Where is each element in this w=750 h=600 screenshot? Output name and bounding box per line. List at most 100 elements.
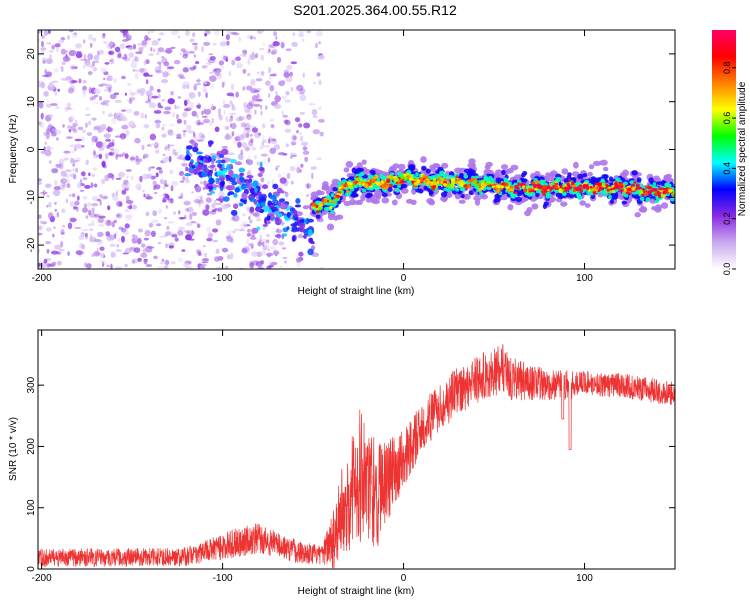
spectrogram-cell [545,172,551,178]
spectrogram-cell [611,189,615,194]
spectrogram-cell [301,38,305,43]
spectrogram-cell [225,115,229,123]
spectrogram-cell [113,78,117,83]
spectrogram-cell [224,265,229,269]
spectrogram-cell [201,261,209,264]
spectrogram-cell [113,112,118,120]
spectrogram-cell [271,178,274,186]
spectrogram-cell [332,201,336,204]
spectrogram-cell [615,177,621,183]
spectrogram-cell [53,186,61,191]
spectrogram-cell [163,61,170,67]
spectrogram-cell [164,259,170,266]
spectrogram-cell [269,84,275,92]
spectrogram-cell [318,119,325,123]
spectrogram-cell [250,182,257,186]
spectrogram-cell [196,151,204,155]
spectrogram-cell [208,53,214,56]
spectrogram-cell [215,266,223,269]
spectrogram-cell [161,258,165,262]
spectrogram-cell [177,226,185,231]
spectrogram-cell [260,54,264,61]
spectrogram-cell [67,35,70,40]
spectrogram-cell [599,159,608,166]
spectrogram-cell [282,233,288,237]
spectrogram-cell [185,107,192,112]
spectrogram-cell [276,227,279,233]
spectrogram-cell [232,230,236,234]
spectrogram-cell [85,263,92,269]
spectrogram-cell [239,176,245,182]
spectrogram-cell [203,158,207,164]
spectrogram-cell [183,99,188,107]
spectrogram-cell [182,67,189,73]
spectrogram-cell [209,210,217,215]
spectrogram-cell [266,239,270,244]
spectrogram-cell [233,193,238,198]
spectrogram-cell [179,154,184,157]
spectrogram-cell [323,199,327,203]
spectrogram-cell [177,73,184,78]
spectrogram-cell [119,43,126,50]
spectrogram-cell [343,167,350,173]
spectrogram-cell [231,234,234,241]
spectrogram-cell [69,64,76,71]
spectrogram-cell [230,252,234,260]
spectrogram-cell [194,83,202,86]
spectrogram-cell [114,135,121,138]
spectrogram-cell [121,136,125,141]
spectrogram-cell [515,196,522,203]
spectrogram-cell [38,214,42,219]
spectrogram-cell [44,68,47,75]
spectrogram-cell [38,262,41,267]
spectrogram-cell [188,50,195,54]
spectrogram-cell [167,221,175,224]
spectrogram-cell [108,142,115,148]
spectrogram-cell [62,124,65,128]
spectrogram-cell [621,200,627,205]
spectrogram-cell [433,177,436,181]
spectrogram-cell [381,197,390,204]
spectrogram-cell [139,175,143,183]
spectrogram-cell [136,237,142,245]
spectrogram-cell [110,58,115,65]
spectrogram-cell [290,87,294,92]
spectrogram-cell [578,187,583,192]
spectrogram-cell [75,250,84,256]
spectrogram-cell [348,185,354,190]
spectrogram-cell [148,53,154,56]
spectrogram-cell [137,257,142,262]
spectrogram-cell [227,192,231,196]
spectrogram-cell [647,190,653,194]
spectrogram-cell [102,110,105,115]
spectrogram-cell [297,30,305,34]
spectrogram-cell [182,176,186,181]
spectrogram-cell [132,234,135,238]
spectrogram-cell [470,177,474,182]
spectrogram-cell [38,38,41,42]
spectrogram-cell [246,159,254,166]
spectrogram-cell [111,117,117,125]
spectrogram-cell [492,185,496,189]
spectrogram-cell [123,53,128,60]
spectrogram-cell [173,211,176,215]
spectrogram-cell [652,182,657,187]
spectrogram-cell [126,83,132,86]
spectrogram-cell [357,182,362,186]
spectrogram-cell [161,126,165,131]
spectrogram-cell [51,261,57,266]
spectrogram-cell [121,189,127,195]
spectrogram-cell [47,212,54,220]
spectrogram-cell [51,250,59,255]
spectrogram-cell [157,102,162,108]
spectrogram-cell [338,186,342,190]
spectrogram-cell [44,141,48,146]
spectrogram-cell [87,53,94,61]
spectrogram-cell [106,137,110,143]
spectrogram-cell [153,192,158,194]
spectrogram-cell [277,201,281,206]
spectrogram-cell [531,203,539,210]
spectrogram-cell [124,182,131,189]
spectrogram-cell [302,72,305,78]
spectrogram-cell [286,226,290,230]
